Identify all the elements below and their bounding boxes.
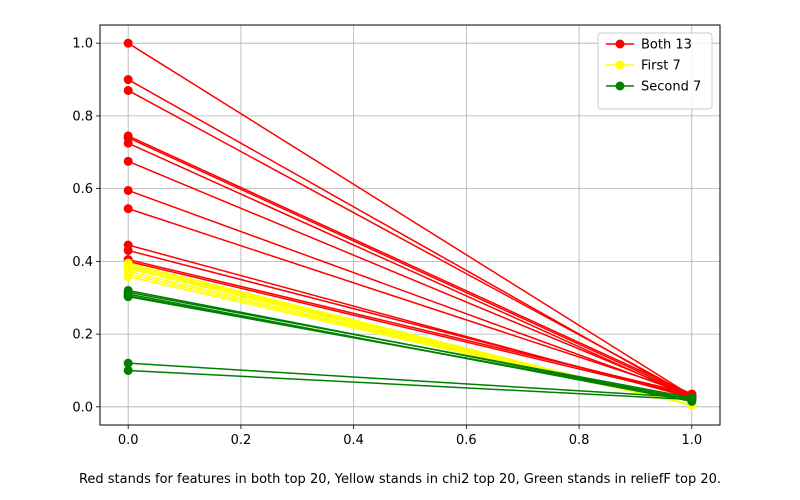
series-line <box>127 189 693 397</box>
data-point <box>123 365 133 375</box>
legend-label: Both 13 <box>641 38 692 53</box>
data-point <box>123 185 133 195</box>
data-point <box>123 38 133 48</box>
legend-marker <box>615 60 625 70</box>
series-line <box>128 295 692 401</box>
legend-marker <box>615 81 625 91</box>
x-tick-label: 0.0 <box>118 433 139 448</box>
figure-caption: Red stands for features in both top 20, … <box>78 472 722 487</box>
legend-label: First 7 <box>641 59 681 74</box>
series-line <box>127 137 693 397</box>
series-line <box>127 142 693 399</box>
series-line <box>127 135 693 395</box>
series-line <box>128 362 692 399</box>
y-tick-label: 0.2 <box>72 328 93 343</box>
data-point <box>123 138 133 148</box>
data-point <box>123 272 133 282</box>
data-point <box>123 75 133 85</box>
y-tick-label: 1.0 <box>72 37 93 52</box>
data-point <box>123 358 133 368</box>
series-line <box>128 260 692 397</box>
x-tick-label: 0.4 <box>343 433 364 448</box>
legend-box <box>597 32 713 110</box>
data-point <box>123 85 133 95</box>
legend-marker <box>615 39 625 49</box>
x-tick-label: 0.2 <box>231 433 252 448</box>
series-line <box>127 207 693 395</box>
data-point <box>123 292 133 302</box>
axes-frame <box>99 24 721 426</box>
x-tick-label: 0.6 <box>456 433 477 448</box>
data-point <box>687 395 697 405</box>
data-point <box>123 204 133 214</box>
series-line <box>128 369 692 401</box>
series-line <box>127 160 693 397</box>
data-point <box>123 156 133 166</box>
series-line <box>128 291 692 399</box>
series-line <box>128 258 692 395</box>
data-point <box>123 245 133 255</box>
y-tick-label: 0.4 <box>72 255 93 270</box>
x-tick-label: 1.0 <box>681 433 702 448</box>
series-line <box>127 89 693 397</box>
x-tick-label: 0.8 <box>569 433 590 448</box>
y-tick-label: 0.0 <box>72 400 93 415</box>
series-line <box>127 42 693 397</box>
y-tick-label: 0.6 <box>72 182 93 197</box>
legend-label: Second 7 <box>641 80 701 95</box>
y-tick-label: 0.8 <box>72 109 93 124</box>
